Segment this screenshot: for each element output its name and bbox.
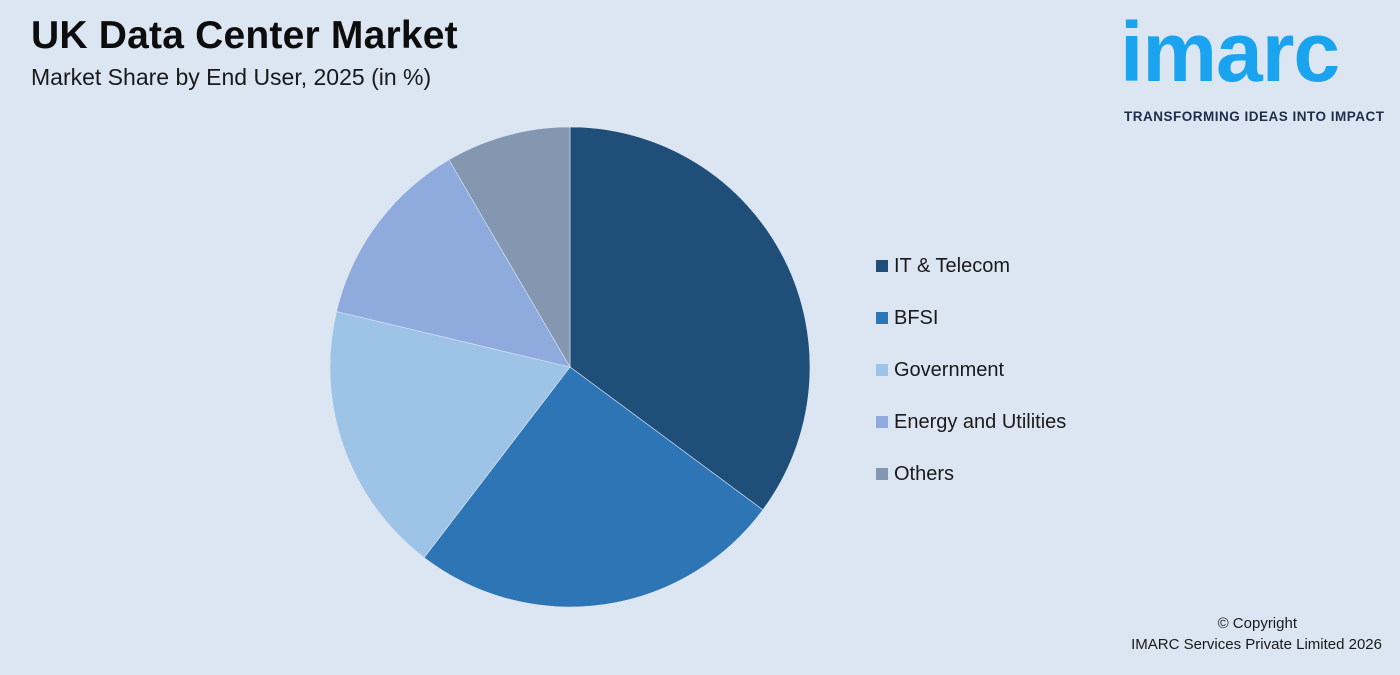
- pie-slice-energy-and-utilities: [336, 159, 571, 368]
- legend-item-energy-and-utilities: Energy and Utilities: [876, 396, 1066, 448]
- logo-wordmark: imarc: [1120, 5, 1340, 99]
- imarc-logo: imarc TRANSFORMING IDEAS INTO IMPACT: [1120, 10, 1392, 130]
- chart-title: UK Data Center Market: [31, 14, 458, 57]
- legend-label: IT & Telecom: [894, 254, 1010, 277]
- legend-swatch: [876, 260, 888, 272]
- legend-label: BFSI: [894, 306, 939, 329]
- pie-slice-it-telecom: [569, 126, 811, 511]
- legend-item-government: Government: [876, 344, 1066, 396]
- legend-swatch: [876, 312, 888, 324]
- legend-swatch: [876, 364, 888, 376]
- legend-swatch: [876, 468, 888, 480]
- chart-subtitle: Market Share by End User, 2025 (in %): [31, 64, 432, 90]
- legend-label: Energy and Utilities: [894, 410, 1067, 433]
- pie-slice-others: [448, 126, 571, 369]
- legend-item-bfsi: BFSI: [876, 292, 1066, 344]
- pie-slice-bfsi: [423, 366, 764, 608]
- pie-chart: [329, 126, 811, 608]
- legend-swatch: [876, 416, 888, 428]
- copyright-line-2: IMARC Services Private Limited 2026: [1131, 636, 1382, 653]
- legend-label: Government: [894, 358, 1005, 381]
- copyright-line-1: © Copyright: [1217, 615, 1297, 632]
- legend-item-it-telecom: IT & Telecom: [876, 240, 1066, 292]
- copyright-notice: © Copyright IMARC Services Private Limit…: [1131, 613, 1382, 655]
- logo-tagline: TRANSFORMING IDEAS INTO IMPACT: [1124, 109, 1385, 124]
- legend-item-others: Others: [876, 448, 1066, 500]
- legend-label: Others: [894, 462, 955, 485]
- pie-slice-government: [329, 311, 571, 559]
- chart-legend: IT & Telecom BFSI Government Energy and Uti…: [876, 240, 1066, 500]
